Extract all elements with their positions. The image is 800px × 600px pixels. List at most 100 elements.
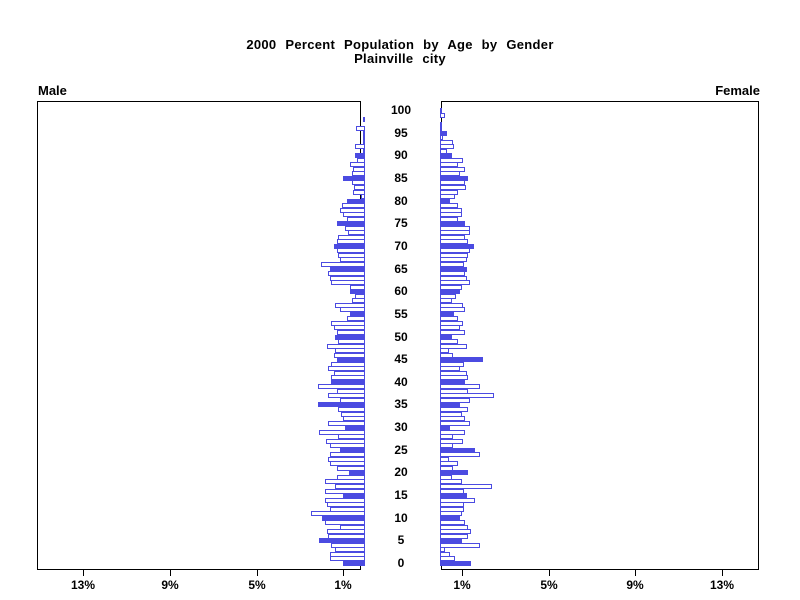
female-bar-age-66 [440, 262, 464, 267]
male-bar-age-23 [328, 457, 365, 462]
female-bar-age-40 [440, 380, 465, 385]
female-bar-age-80 [440, 199, 450, 204]
male-bar-age-87 [353, 167, 365, 172]
female-bar-age-99 [440, 113, 445, 118]
female-bar-age-85 [440, 176, 468, 181]
age-tick-label-100: 100 [390, 103, 412, 117]
female-bar-age-46 [440, 353, 453, 358]
male-axis-tick-label-9%: 9% [161, 578, 179, 592]
male-bar-age-17 [335, 484, 365, 489]
female-axis-tick-label-1%: 1% [453, 578, 471, 592]
female-bar-age-38 [440, 389, 468, 394]
female-axis-tick-label-13%: 13% [709, 578, 735, 592]
female-bar-age-70 [440, 244, 474, 249]
male-bar-age-68 [338, 253, 365, 258]
female-bar-age-50 [440, 335, 452, 340]
male-bar-age-27 [326, 439, 365, 444]
female-panel-label: Female [715, 83, 760, 98]
female-axis-tick-label-5%: 5% [540, 578, 558, 592]
female-bar-age-21 [440, 466, 453, 471]
female-bar-age-12 [440, 507, 464, 512]
male-bar-age-12 [330, 507, 365, 512]
male-bar-age-29 [319, 430, 365, 435]
male-bar-age-0 [343, 561, 365, 566]
age-tick-label-0: 0 [397, 556, 405, 570]
female-bar-age-34 [440, 407, 468, 412]
male-axis-tick-label-1%: 1% [334, 578, 352, 592]
female-bar-age-20 [440, 470, 468, 475]
male-bar-age-78 [340, 208, 365, 213]
male-bar-age-48 [327, 344, 365, 349]
female-bar-age-53 [440, 321, 463, 326]
male-bar-age-6 [328, 534, 365, 539]
female-bar-age-8 [440, 525, 468, 530]
female-bar-age-23 [440, 457, 449, 462]
female-axis-tick-label-9%: 9% [626, 578, 644, 592]
female-bar-age-76 [440, 217, 458, 222]
male-axis-tick [170, 570, 171, 576]
male-axis-tick-label-13%: 13% [70, 578, 96, 592]
male-bar-age-57 [335, 303, 365, 308]
male-bar-age-4 [331, 543, 365, 548]
male-bar-age-53 [331, 321, 365, 326]
female-bar-age-68 [440, 253, 468, 258]
male-bar-age-66 [321, 262, 365, 267]
age-tick-label-65: 65 [394, 262, 408, 276]
female-bar-age-48 [440, 344, 467, 349]
age-tick-label-15: 15 [394, 488, 408, 502]
female-bar-age-29 [440, 430, 465, 435]
male-axis-tick-label-5%: 5% [248, 578, 266, 592]
male-bar-age-44 [331, 362, 365, 367]
age-tick-label-25: 25 [394, 443, 408, 457]
male-panel-label: Male [38, 83, 67, 98]
male-bar-age-85 [343, 176, 365, 181]
male-bar-age-42 [334, 371, 365, 376]
age-tick-label-95: 95 [394, 126, 408, 140]
female-axis-tick [635, 570, 636, 576]
female-bar-age-0 [440, 561, 471, 566]
age-tick-label-10: 10 [394, 511, 408, 525]
male-bar-age-19 [337, 475, 365, 480]
male-bar-age-72 [338, 235, 365, 240]
age-tick-label-55: 55 [394, 307, 408, 321]
age-tick-label-40: 40 [394, 375, 408, 389]
age-tick-label-20: 20 [394, 465, 408, 479]
age-tick-label-90: 90 [394, 148, 408, 162]
male-bar-age-50 [335, 335, 365, 340]
male-bar-age-25 [340, 448, 365, 453]
male-bar-age-63 [330, 276, 365, 281]
chart-title-block: 2000 Percent Population by Age by Gender… [0, 38, 800, 66]
female-bar-age-44 [440, 362, 464, 367]
female-bar-age-16 [440, 489, 464, 494]
male-bar-age-8 [340, 525, 365, 530]
male-bar-age-74 [345, 226, 365, 231]
female-bar-age-6 [440, 534, 468, 539]
male-bar-age-36 [340, 398, 365, 403]
female-bar-age-19 [440, 475, 452, 480]
female-bar-age-55 [440, 312, 454, 317]
male-bar-age-90 [355, 153, 365, 158]
female-bar-age-95 [440, 131, 447, 136]
male-bar-age-83 [354, 185, 365, 190]
male-bar-age-93 [363, 140, 365, 145]
male-axis-tick [257, 570, 258, 576]
chart-subtitle: Plainville city [354, 51, 446, 66]
age-tick-label-80: 80 [394, 194, 408, 208]
female-bar-age-2 [440, 552, 450, 557]
female-bar-age-36 [440, 398, 470, 403]
male-bar-age-33 [341, 412, 365, 417]
male-bar-age-76 [347, 217, 365, 222]
female-bar-age-61 [440, 285, 462, 290]
female-bar-age-4 [440, 543, 480, 548]
female-bar-age-91 [440, 149, 447, 154]
female-bar-age-82 [440, 190, 458, 195]
female-bar-age-87 [440, 167, 465, 172]
female-plot-panel [441, 101, 759, 570]
male-bar-age-61 [350, 285, 365, 290]
female-bar-age-14 [440, 498, 475, 503]
female-bar-age-100 [440, 108, 442, 113]
male-bar-age-10 [322, 516, 365, 521]
chart-title: 2000 Percent Population by Age by Gender [246, 37, 554, 52]
